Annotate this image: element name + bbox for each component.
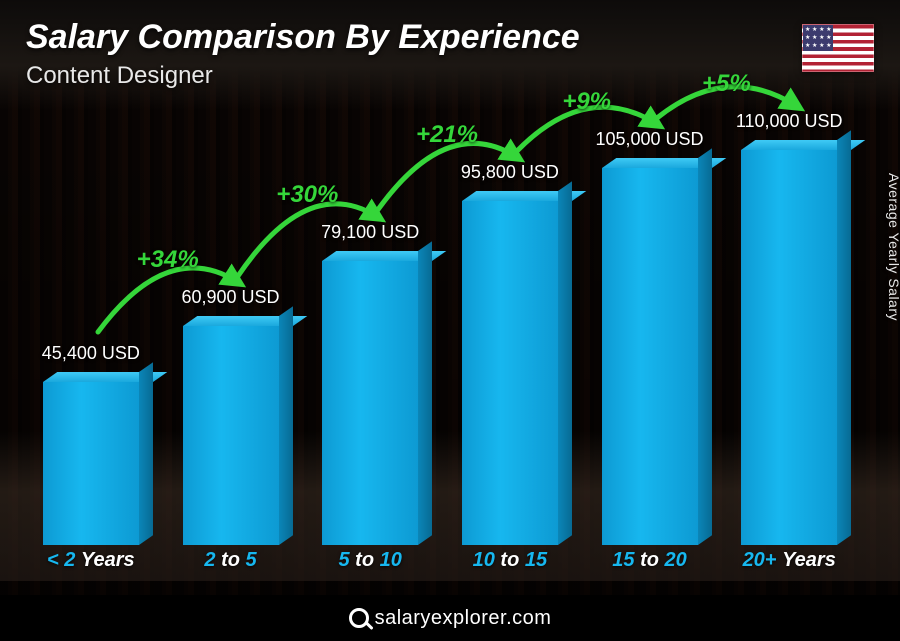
bar-wrap: 95,800 USD bbox=[449, 110, 571, 545]
x-axis-label: 20+ Years bbox=[728, 549, 850, 583]
attribution-text: salaryexplorer.com bbox=[375, 607, 552, 630]
bar bbox=[602, 168, 698, 545]
bar-side bbox=[139, 362, 153, 545]
us-flag-icon bbox=[802, 24, 874, 72]
bar-front bbox=[741, 150, 837, 545]
bar-side bbox=[698, 148, 712, 545]
bar-wrap: 45,400 USD bbox=[30, 110, 152, 545]
bar-wrap: 79,100 USD bbox=[309, 110, 431, 545]
bar-value-label: 95,800 USD bbox=[461, 162, 559, 183]
x-axis-label: 10 to 15 bbox=[449, 549, 571, 583]
magnifier-icon bbox=[349, 608, 369, 628]
x-axis-label: < 2 Years bbox=[30, 549, 152, 583]
bar-value-label: 45,400 USD bbox=[42, 343, 140, 364]
bar bbox=[322, 261, 418, 545]
infographic-stage: Salary Comparison By Experience Content … bbox=[0, 0, 900, 641]
bar-side bbox=[837, 130, 851, 545]
page-subtitle: Content Designer bbox=[26, 62, 213, 90]
bar-value-label: 60,900 USD bbox=[181, 287, 279, 308]
bar bbox=[462, 201, 558, 545]
increase-pct-label: +9% bbox=[562, 88, 611, 116]
x-axis-label: 2 to 5 bbox=[170, 549, 292, 583]
bar-side bbox=[558, 181, 572, 545]
attribution-logo: salaryexplorer.com bbox=[349, 607, 552, 630]
page-title: Salary Comparison By Experience bbox=[26, 18, 580, 57]
bar-wrap: 60,900 USD bbox=[170, 110, 292, 545]
bar-value-label: 105,000 USD bbox=[595, 129, 703, 150]
bar-wrap: 110,000 USD bbox=[728, 110, 850, 545]
bar bbox=[183, 326, 279, 545]
bar-chart: 45,400 USD 60,900 USD 79,100 USD 95,800 USD… bbox=[30, 110, 850, 545]
bar-wrap: 105,000 USD bbox=[589, 110, 711, 545]
bar bbox=[43, 382, 139, 545]
increase-pct-label: +5% bbox=[702, 70, 751, 98]
increase-pct-label: +30% bbox=[276, 181, 338, 209]
attribution-bar: salaryexplorer.com bbox=[0, 595, 900, 641]
bar bbox=[741, 150, 837, 545]
increase-pct-label: +34% bbox=[137, 246, 199, 274]
bar-side bbox=[418, 241, 432, 545]
bar-front bbox=[43, 382, 139, 545]
x-axis-label: 5 to 10 bbox=[309, 549, 431, 583]
bar-value-label: 79,100 USD bbox=[321, 222, 419, 243]
bars-container: 45,400 USD 60,900 USD 79,100 USD 95,800 USD… bbox=[30, 110, 850, 545]
increase-pct-label: +21% bbox=[416, 121, 478, 149]
x-axis: < 2 Years 2 to 5 5 to 10 10 to 15 15 to 20 20… bbox=[30, 549, 850, 583]
y-axis-label: Average Yearly Salary bbox=[886, 173, 900, 321]
x-axis-label: 15 to 20 bbox=[589, 549, 711, 583]
bar-front bbox=[462, 201, 558, 545]
bar-front bbox=[183, 326, 279, 545]
bar-front bbox=[602, 168, 698, 545]
bar-side bbox=[279, 306, 293, 545]
bar-front bbox=[322, 261, 418, 545]
bar-value-label: 110,000 USD bbox=[736, 111, 843, 132]
